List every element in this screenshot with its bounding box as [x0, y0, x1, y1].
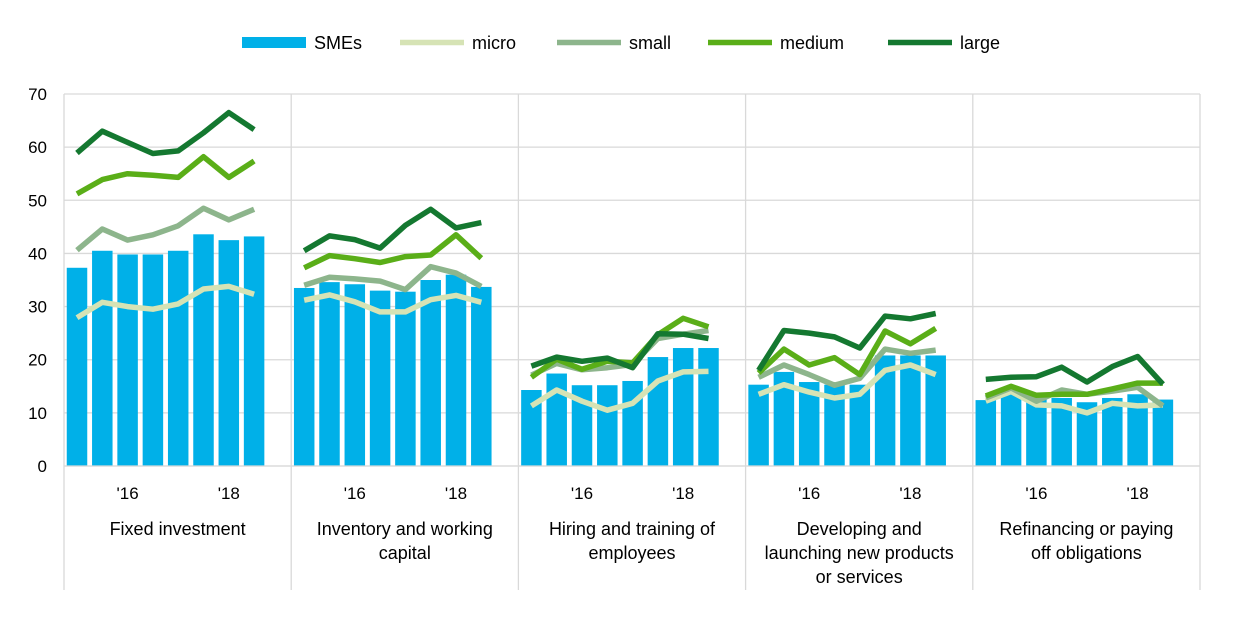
- category-label: Refinancing or paying: [999, 519, 1173, 539]
- legend-label-micro: micro: [472, 33, 516, 53]
- category-label: Fixed investment: [110, 519, 246, 539]
- bar-smes: [1152, 399, 1174, 466]
- line-micro: [303, 292, 483, 315]
- bar-smes: [167, 250, 189, 466]
- line-medium: [303, 232, 484, 271]
- line-micro: [757, 362, 937, 401]
- x-tick-label: '18: [899, 484, 921, 503]
- category-label: Inventory and working: [317, 519, 493, 539]
- bar-smes: [874, 355, 896, 466]
- bar-smes: [369, 290, 391, 466]
- line-large: [756, 310, 937, 372]
- line-micro: [529, 368, 709, 413]
- bar-smes: [925, 355, 946, 466]
- bar-smes: [1051, 397, 1072, 466]
- line-micro: [75, 283, 255, 321]
- line-layer: [75, 109, 1165, 416]
- y-tick-label: 40: [28, 244, 47, 263]
- y-tick-label: 60: [28, 138, 47, 157]
- bar-smes: [293, 287, 315, 466]
- line-large: [985, 353, 1165, 387]
- bar-smes: [218, 240, 240, 466]
- line-large: [302, 206, 482, 254]
- y-tick-label: 50: [28, 191, 47, 210]
- bar-smes: [748, 384, 769, 466]
- x-tick-label: '16: [344, 484, 366, 503]
- line-small: [757, 346, 937, 388]
- legend-label-smes: SMEs: [314, 33, 362, 53]
- bar-smes: [597, 385, 618, 466]
- category-label: launching new products: [765, 543, 954, 563]
- bar-smes: [420, 280, 441, 466]
- bar-smes: [344, 284, 366, 466]
- bar-smes: [92, 250, 113, 466]
- bar-smes: [117, 254, 138, 466]
- bar-smes: [1076, 402, 1098, 466]
- y-tick-label: 70: [28, 85, 47, 104]
- line-small: [75, 205, 256, 253]
- bar-smes: [647, 357, 669, 466]
- bar-smes: [672, 348, 694, 466]
- bar-smes: [900, 355, 921, 466]
- category-label: Developing and: [797, 519, 922, 539]
- bar-smes: [319, 282, 340, 466]
- y-tick-label: 20: [28, 351, 47, 370]
- legend-label-large: large: [960, 33, 1000, 53]
- y-tick-label: 10: [28, 404, 47, 423]
- legend-swatch-smes: [242, 37, 306, 48]
- bar-smes: [1102, 397, 1123, 466]
- y-tick-label: 30: [28, 298, 47, 317]
- legend-label-medium: medium: [780, 33, 844, 53]
- line-small: [303, 263, 483, 293]
- category-label: off obligations: [1031, 543, 1142, 563]
- x-tick-label: '16: [117, 484, 139, 503]
- line-micro: [984, 388, 1164, 416]
- bar-smes: [975, 400, 997, 466]
- bar-smes: [66, 267, 88, 466]
- x-tick-label: '18: [218, 484, 240, 503]
- x-tick-label: '16: [571, 484, 593, 503]
- bar-smes: [471, 286, 492, 466]
- bar-layer: [66, 234, 1174, 466]
- bar-smes: [546, 373, 567, 466]
- category-label: capital: [379, 543, 431, 563]
- bar-smes: [521, 390, 542, 466]
- category-label: or services: [816, 567, 903, 587]
- label-layer: 0 10 20 30 40 50 60 70 '16 '18 Fixed investment '16…: [28, 85, 1173, 587]
- x-tick-label: '18: [672, 484, 694, 503]
- y-tick-label: 0: [38, 457, 47, 476]
- line-medium: [75, 153, 256, 197]
- bar-smes: [243, 236, 265, 466]
- line-large: [530, 330, 709, 371]
- bar-smes: [395, 291, 416, 466]
- x-tick-label: '18: [445, 484, 467, 503]
- bar-smes: [445, 274, 467, 466]
- legend: SMEs micro small medium large: [242, 33, 1000, 53]
- line-medium: [756, 326, 938, 378]
- category-label: employees: [588, 543, 675, 563]
- bar-smes: [824, 384, 845, 466]
- bar-smes: [798, 382, 820, 466]
- bar-smes: [773, 371, 795, 466]
- x-tick-label: '18: [1127, 484, 1149, 503]
- line-large: [75, 109, 256, 157]
- bar-smes: [849, 384, 871, 466]
- line-medium: [984, 380, 1163, 399]
- bar-smes: [1127, 394, 1148, 466]
- legend-label-small: small: [629, 33, 671, 53]
- bar-smes: [193, 234, 214, 466]
- x-tick-label: '16: [798, 484, 820, 503]
- category-label: Hiring and training of: [549, 519, 716, 539]
- bar-smes: [142, 254, 164, 466]
- bar-smes: [1000, 394, 1022, 466]
- bar-smes: [698, 348, 719, 466]
- x-tick-label: '16: [1025, 484, 1047, 503]
- bar-smes: [1026, 397, 1047, 466]
